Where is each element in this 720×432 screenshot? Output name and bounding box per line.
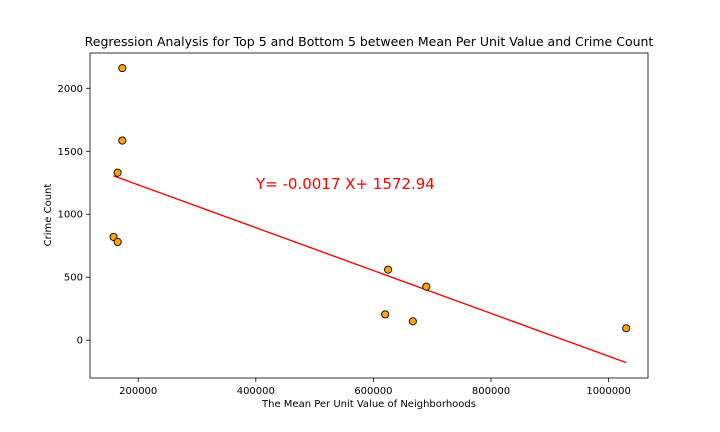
- regression-line-layer: [113, 175, 627, 364]
- scatter-point: [408, 317, 417, 326]
- scatter-point: [422, 282, 431, 291]
- scatter-point: [381, 310, 390, 319]
- y-axis: 0 500 1000 1500 2000: [58, 84, 90, 347]
- y-axis-label: Crime Count: [43, 184, 54, 247]
- x-axis-label: The Mean Per Unit Value of Neighborhoods: [261, 399, 476, 410]
- scatter-point: [622, 324, 631, 333]
- x-tick-label: 1000000: [586, 386, 631, 397]
- scatter-point: [384, 265, 393, 274]
- x-tick-label: 200000: [119, 386, 157, 397]
- scatter-point: [113, 168, 122, 177]
- plot-area: [89, 52, 649, 379]
- x-tick-label: 400000: [237, 386, 275, 397]
- y-tick-label: 0: [77, 336, 83, 347]
- regression-equation: Y= -0.0017 X+ 1572.94: [255, 175, 435, 193]
- scatter-points: [109, 64, 631, 333]
- scatter-point: [118, 64, 127, 73]
- x-tick-label: 800000: [472, 386, 510, 397]
- y-tick-label: 1000: [58, 210, 83, 221]
- regression-line: [113, 175, 627, 364]
- y-tick-label: 1500: [58, 147, 83, 158]
- scatter-point: [118, 136, 127, 145]
- scatter-point: [113, 237, 122, 247]
- chart-title: Regression Analysis for Top 5 and Bottom…: [85, 34, 654, 49]
- x-axis: 200000 400000 600000 800000 1000000: [119, 378, 631, 397]
- x-tick-label: 600000: [354, 386, 392, 397]
- y-tick-label: 500: [64, 273, 83, 284]
- y-tick-label: 2000: [58, 84, 83, 95]
